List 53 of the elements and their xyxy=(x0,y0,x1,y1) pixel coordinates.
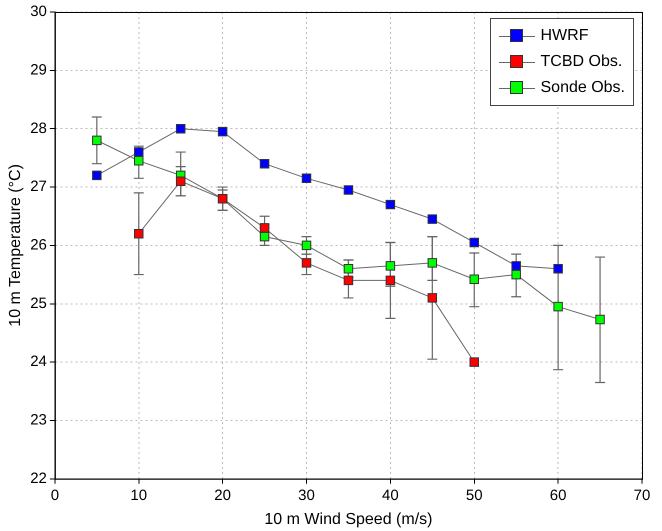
y-tick-label: 26 xyxy=(30,236,47,254)
point xyxy=(92,136,102,146)
point xyxy=(260,158,270,168)
y-tick-label: 29 xyxy=(30,61,47,78)
point xyxy=(428,214,438,224)
x-tick-label: 20 xyxy=(214,486,231,504)
y-tick-label: 24 xyxy=(30,353,47,370)
point xyxy=(553,302,563,312)
point xyxy=(470,238,479,248)
point xyxy=(386,261,396,271)
point xyxy=(511,270,521,280)
point xyxy=(302,240,312,250)
point xyxy=(344,185,354,195)
point xyxy=(134,156,144,166)
x-tick-label: 40 xyxy=(382,486,399,504)
x-tick-label: 60 xyxy=(550,486,566,504)
x-tick-label: 10 xyxy=(130,486,148,504)
legend-label: Sonde Obs. xyxy=(540,79,625,97)
point xyxy=(470,274,479,284)
point xyxy=(344,276,354,286)
point xyxy=(134,147,144,157)
point xyxy=(595,314,605,324)
point xyxy=(553,264,563,274)
point xyxy=(344,264,354,274)
point xyxy=(134,228,144,238)
x-tick-label: 0 xyxy=(50,486,60,504)
x-tick-label: 30 xyxy=(298,486,315,504)
point xyxy=(386,276,396,286)
y-tick-label: 30 xyxy=(30,3,47,20)
point xyxy=(218,126,228,136)
point xyxy=(176,124,186,134)
y-tick-label: 25 xyxy=(30,294,47,312)
point xyxy=(428,293,438,303)
y-tick-label: 23 xyxy=(30,412,47,429)
point xyxy=(260,232,270,242)
y-tick-label: 28 xyxy=(30,120,47,137)
point xyxy=(428,258,438,268)
point xyxy=(260,223,270,233)
point xyxy=(511,261,521,271)
x-tick-label: 70 xyxy=(634,486,650,504)
y-axis-title: 10 m Temperature (°C) xyxy=(7,164,24,327)
legend-label: HWRF xyxy=(540,27,588,45)
point xyxy=(176,176,186,186)
x-axis-title: 10 m Wind Speed (m/s) xyxy=(264,510,432,528)
point xyxy=(302,258,312,268)
point xyxy=(92,170,102,180)
y-tick-label: 27 xyxy=(30,178,47,196)
point xyxy=(302,174,312,184)
y-tick-label: 22 xyxy=(30,470,47,487)
point xyxy=(470,357,479,367)
x-tick-label: 50 xyxy=(466,486,483,504)
legend-label: TCBD Obs. xyxy=(540,53,622,71)
point xyxy=(386,200,396,210)
